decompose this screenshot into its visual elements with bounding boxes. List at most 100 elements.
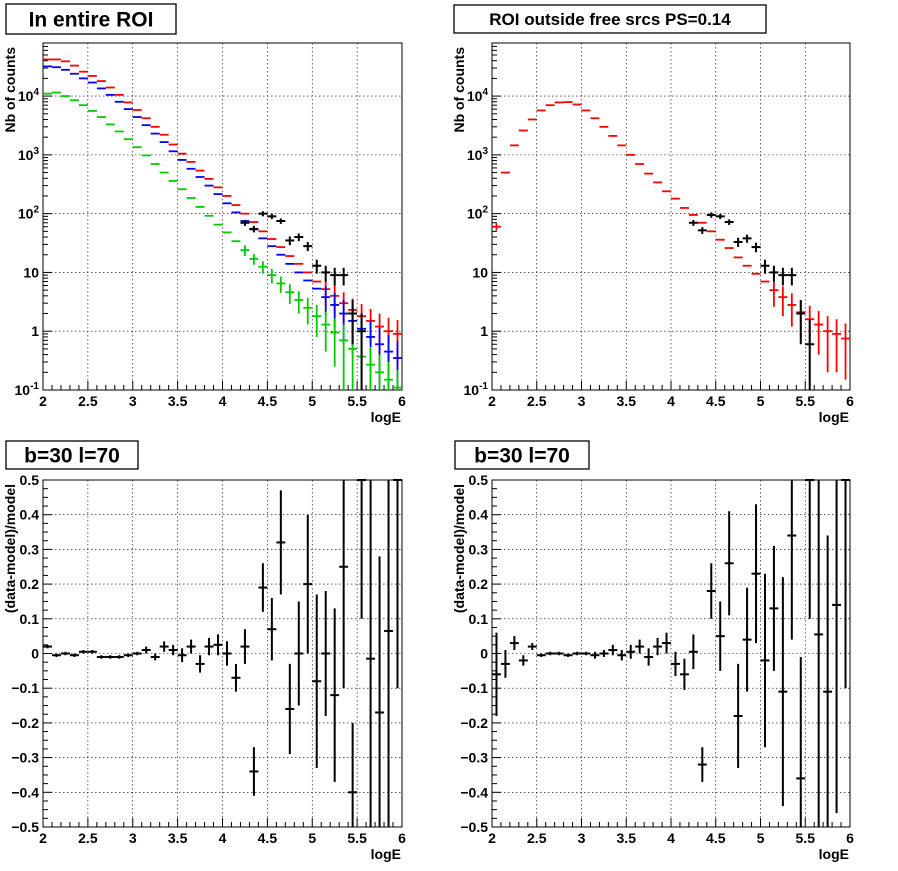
- data-point: [554, 651, 564, 656]
- y-axis-label: (data-model)/model: [2, 484, 18, 613]
- data-point: [823, 535, 833, 827]
- data-point: [43, 644, 52, 649]
- data-point: [222, 641, 232, 666]
- chart-title: ROI outside free srcs PS=0.14: [489, 10, 731, 29]
- data-point: [563, 653, 573, 657]
- data-point: [303, 514, 313, 654]
- y-tick-label: −0.5: [11, 819, 39, 835]
- data-point: [105, 655, 115, 659]
- x-tick-label: 4: [667, 393, 675, 409]
- data-point: [671, 651, 680, 677]
- y-tick-label: 102: [18, 205, 40, 222]
- data-point: [814, 480, 824, 827]
- data-point: [231, 663, 241, 692]
- data-point: [536, 653, 546, 657]
- y-tick-label: −0.2: [460, 715, 488, 731]
- data-point: [348, 299, 358, 345]
- data-series: [240, 211, 367, 390]
- data-point: [832, 480, 842, 814]
- chart-title: b=30 l=70: [474, 445, 570, 468]
- x-tick-label: 3: [578, 830, 586, 846]
- y-tick-label: 1: [31, 323, 39, 339]
- data-point: [715, 601, 725, 671]
- y-tick-label: 0.4: [469, 507, 489, 523]
- data-point: [688, 634, 698, 670]
- data-point: [769, 545, 779, 671]
- data-point: [679, 658, 689, 690]
- x-tick-label: 5: [757, 830, 765, 846]
- y-tick-label: 0.1: [20, 611, 40, 627]
- data-point: [267, 213, 277, 220]
- y-tick-label: 0.2: [20, 576, 40, 592]
- data-series: [492, 101, 850, 380]
- data-point: [706, 212, 716, 218]
- x-tick-label: 3.5: [617, 830, 637, 846]
- y-tick-label: 102: [467, 205, 489, 222]
- y-tick-label: −0.4: [460, 784, 488, 800]
- x-tick-label: 4: [667, 830, 675, 846]
- x-axis-label: logE: [371, 409, 401, 425]
- y-tick-label: −0.1: [11, 680, 39, 696]
- data-point: [114, 655, 124, 659]
- data-point: [267, 597, 277, 661]
- data-point: [823, 316, 833, 373]
- x-tick-label: 4.5: [258, 393, 278, 409]
- data-point: [312, 594, 322, 769]
- data-point: [581, 651, 591, 656]
- data-point: [258, 211, 268, 217]
- data-point: [375, 556, 385, 827]
- y-tick-label: 10: [23, 264, 39, 280]
- data-point: [492, 632, 501, 716]
- title-box: [5, 3, 177, 35]
- data-point: [805, 479, 815, 619]
- data-point: [787, 293, 797, 327]
- data-point: [258, 563, 268, 612]
- data-point: [276, 276, 286, 293]
- x-axis-label: logE: [819, 846, 849, 862]
- data-point: [186, 639, 196, 654]
- x-tick-label: 6: [398, 830, 406, 846]
- y-tick-label: 104: [18, 87, 40, 104]
- data-point: [796, 656, 806, 827]
- data-point: [778, 267, 788, 286]
- data-point: [339, 480, 349, 689]
- data-point: [760, 259, 770, 274]
- y-tick-label: −0.5: [460, 819, 488, 835]
- data-point: [213, 634, 223, 656]
- data-point: [69, 653, 79, 657]
- data-point: [608, 644, 618, 656]
- x-tick-label: 6: [846, 830, 854, 846]
- data-point: [590, 651, 600, 659]
- data-point: [492, 223, 501, 231]
- x-tick-label: 3: [129, 830, 137, 846]
- data-point: [294, 233, 304, 242]
- x-tick-label: 5: [757, 393, 765, 409]
- x-tick-label: 2: [488, 830, 496, 846]
- data-point: [330, 318, 340, 367]
- data-point: [599, 650, 609, 657]
- data-point: [787, 267, 797, 286]
- data-point: [240, 219, 250, 226]
- y-tick-label: 0.3: [469, 541, 489, 557]
- data-point: [321, 265, 331, 282]
- data-point: [87, 650, 97, 654]
- x-tick-label: 4.5: [706, 830, 726, 846]
- data-point: [635, 639, 645, 654]
- y-tick-label: 0.5: [20, 472, 40, 488]
- y-tick-label: 0.1: [469, 611, 489, 627]
- data-point: [769, 265, 779, 282]
- data-point: [51, 653, 61, 657]
- data-point: [662, 632, 671, 654]
- data-point: [814, 311, 824, 355]
- x-tick-label: 5: [308, 830, 316, 846]
- data-point: [751, 504, 761, 644]
- data-point: [303, 297, 313, 325]
- title-box: [5, 440, 139, 470]
- x-tick-label: 4.5: [258, 830, 278, 846]
- data-point: [366, 480, 376, 827]
- data-point: [150, 653, 160, 661]
- x-tick-label: 6: [846, 393, 854, 409]
- data-point: [60, 651, 70, 656]
- y-tick-label: 0.2: [469, 576, 489, 592]
